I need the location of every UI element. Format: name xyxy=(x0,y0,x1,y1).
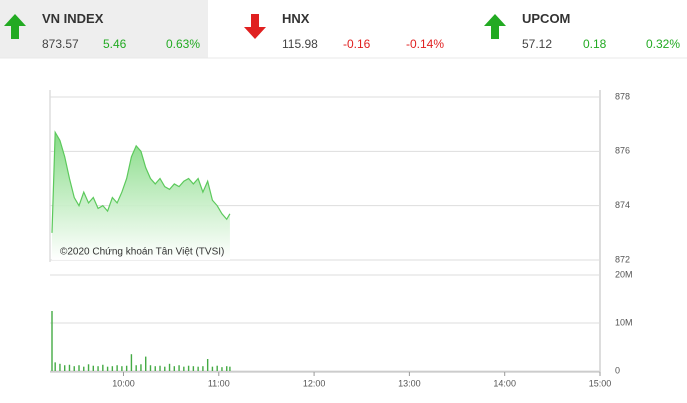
x-tick-label: 14:00 xyxy=(493,378,516,388)
volume-bar xyxy=(164,366,166,371)
volume-bar xyxy=(83,366,85,371)
x-tick-label: 10:00 xyxy=(112,378,135,388)
index-value: 57.12 xyxy=(522,37,553,51)
y-tick-label: 10M xyxy=(615,317,633,327)
index-tile[interactable]: VN INDEX 873.57 5.46 0.63% xyxy=(0,0,208,58)
volume-bar xyxy=(59,363,61,371)
volume-bar xyxy=(125,365,128,371)
volume-bar xyxy=(68,364,71,371)
index-name: UPCOM xyxy=(522,11,571,26)
index-change: 0.18 xyxy=(583,37,607,51)
index-percent: 0.32% xyxy=(646,37,681,51)
y-tick-label: 20M xyxy=(615,269,633,279)
volume-bar xyxy=(206,359,209,371)
volume-bar xyxy=(130,354,133,371)
volume-bar xyxy=(73,366,75,371)
index-name: VN INDEX xyxy=(42,11,104,26)
index-value: 115.98 xyxy=(282,37,318,51)
volume-bar xyxy=(102,364,104,371)
volume-bar xyxy=(111,366,114,371)
index-name: HNX xyxy=(282,11,310,26)
index-tile[interactable]: HNX 115.98 -0.16 -0.14% xyxy=(240,0,450,58)
volume-bar xyxy=(197,366,199,371)
y-tick-label: 878 xyxy=(615,91,630,101)
area-fill xyxy=(52,132,230,260)
y-tick-label: 876 xyxy=(615,146,630,156)
volume-bar xyxy=(221,367,223,371)
volume-bar xyxy=(211,366,214,371)
arrow-icon xyxy=(244,14,266,39)
x-tick-label: 15:00 xyxy=(589,378,612,388)
volume-bar xyxy=(149,365,152,371)
volume-bar xyxy=(183,366,185,371)
y-tick-label: 0 xyxy=(615,365,620,375)
index-value: 873.57 xyxy=(42,37,79,51)
volume-bar xyxy=(54,362,56,371)
volume-bar xyxy=(173,366,176,371)
x-tick-label: 12:00 xyxy=(303,378,326,388)
volume-bar xyxy=(229,366,231,371)
volume-bar xyxy=(135,365,137,371)
y-tick-label: 872 xyxy=(615,254,630,264)
index-percent: 0.63% xyxy=(166,37,201,51)
volume-bar xyxy=(51,311,53,371)
volume-bar xyxy=(187,365,190,371)
volume-bar xyxy=(87,364,90,371)
index-change: -0.16 xyxy=(343,37,371,51)
volume-bar xyxy=(78,365,80,371)
volume-bar xyxy=(159,365,161,371)
index-percent: -0.14% xyxy=(406,37,445,51)
volume-bar xyxy=(145,356,147,371)
volume-bar xyxy=(178,365,180,371)
volume-bar xyxy=(192,366,195,371)
volume-bar xyxy=(97,366,99,371)
volume-bar xyxy=(106,366,109,371)
index-tile[interactable]: UPCOM 57.12 0.18 0.32% xyxy=(480,0,687,58)
arrow-icon xyxy=(484,14,506,39)
volume-bar xyxy=(216,365,218,371)
volume-bar xyxy=(154,366,156,371)
volume-bar xyxy=(116,365,118,371)
x-tick-label: 13:00 xyxy=(398,378,421,388)
volume-bar xyxy=(168,363,171,371)
x-tick-label: 11:00 xyxy=(208,378,230,388)
volume-bar xyxy=(140,364,142,371)
volume-bar xyxy=(121,366,123,371)
arrow-icon xyxy=(4,14,26,39)
y-tick-label: 874 xyxy=(615,200,630,210)
volume-bar xyxy=(64,365,66,371)
volume-bar xyxy=(226,366,228,371)
volume-bar xyxy=(202,366,204,371)
watermark: ©2020 Chứng khoán Tân Việt (TVSI) xyxy=(60,247,224,258)
index-change: 5.46 xyxy=(103,37,127,51)
price-line xyxy=(51,130,231,233)
volume-bar xyxy=(92,365,94,371)
